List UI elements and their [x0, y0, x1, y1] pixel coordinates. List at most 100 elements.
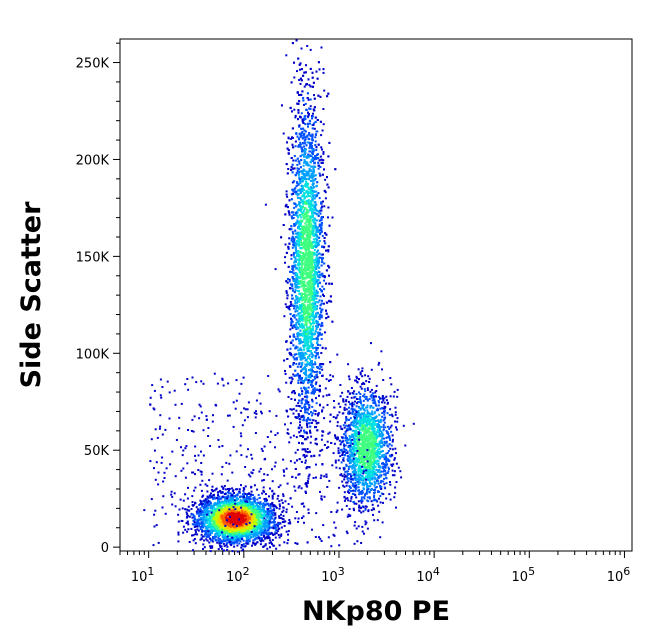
data-point [301, 189, 304, 192]
data-point [301, 120, 304, 123]
data-point [309, 48, 312, 51]
data-point [312, 338, 315, 340]
data-point [315, 267, 318, 270]
data-point [312, 195, 315, 198]
data-point [301, 150, 304, 153]
data-point [301, 188, 304, 190]
data-point [310, 339, 313, 341]
data-point [321, 275, 324, 278]
data-point [311, 136, 314, 139]
data-point [363, 447, 366, 450]
data-point [325, 269, 328, 272]
data-point [356, 426, 359, 429]
data-point [386, 452, 389, 454]
data-point [384, 426, 387, 429]
data-point [293, 256, 296, 258]
data-point [313, 346, 316, 349]
data-point [300, 255, 302, 258]
data-point [300, 127, 303, 130]
data-point [374, 404, 377, 407]
data-point [295, 267, 298, 270]
data-point [315, 307, 318, 310]
plot-area-border [119, 38, 633, 552]
data-point [314, 390, 316, 393]
data-point [304, 344, 307, 347]
data-point [312, 314, 315, 317]
data-point [295, 205, 298, 208]
data-point [298, 355, 301, 358]
data-point [306, 211, 309, 214]
data-point [315, 402, 318, 405]
data-point [317, 275, 320, 278]
data-point [307, 319, 310, 322]
data-point [362, 440, 365, 443]
data-point [305, 190, 308, 193]
data-point [296, 374, 299, 377]
data-point [302, 149, 305, 152]
data-point [372, 402, 375, 404]
data-point [308, 422, 311, 425]
data-point [345, 416, 348, 419]
data-point [303, 227, 306, 230]
data-point [295, 362, 298, 365]
data-point [284, 373, 287, 375]
data-point [320, 474, 323, 477]
data-point [307, 238, 310, 241]
data-point [306, 272, 309, 275]
data-point [305, 318, 308, 321]
data-point [312, 275, 315, 278]
data-point [307, 199, 310, 201]
data-point [305, 408, 308, 411]
data-point [377, 460, 380, 463]
data-point [308, 269, 311, 272]
data-point [301, 118, 304, 121]
data-point [298, 132, 301, 135]
data-point [325, 317, 328, 320]
data-point [310, 180, 312, 182]
data-point [361, 483, 364, 486]
data-point [345, 484, 348, 487]
data-point [311, 318, 314, 321]
data-point [299, 191, 302, 194]
data-point [300, 185, 303, 188]
data-point [309, 216, 312, 219]
data-point [315, 133, 317, 136]
data-point [309, 145, 312, 148]
data-point [303, 386, 306, 389]
data-point [297, 283, 300, 286]
data-point [316, 291, 319, 294]
data-point [303, 141, 306, 144]
data-point [302, 382, 305, 385]
data-point [306, 426, 309, 429]
data-point [309, 273, 312, 276]
data-point [314, 306, 317, 308]
data-point [314, 426, 316, 429]
data-point [288, 237, 291, 240]
data-point [300, 243, 303, 246]
data-point [317, 157, 320, 159]
data-point [295, 172, 298, 175]
data-point [344, 435, 347, 438]
data-point [298, 100, 301, 103]
data-point [313, 218, 316, 221]
data-point [307, 125, 309, 128]
data-point [303, 318, 306, 321]
data-point [320, 209, 323, 212]
data-point [304, 363, 307, 366]
data-point [296, 135, 299, 138]
data-point [324, 232, 327, 235]
data-point [310, 290, 313, 293]
data-point [293, 291, 296, 294]
data-point [303, 407, 306, 410]
data-point [309, 450, 311, 453]
data-point [284, 243, 287, 246]
data-point [305, 181, 308, 184]
data-point [298, 441, 300, 444]
data-point [298, 362, 301, 365]
data-point [327, 315, 330, 318]
data-point [298, 256, 301, 258]
data-point [301, 252, 304, 254]
data-point [374, 486, 377, 489]
data-point [305, 233, 308, 236]
data-point [310, 368, 313, 371]
